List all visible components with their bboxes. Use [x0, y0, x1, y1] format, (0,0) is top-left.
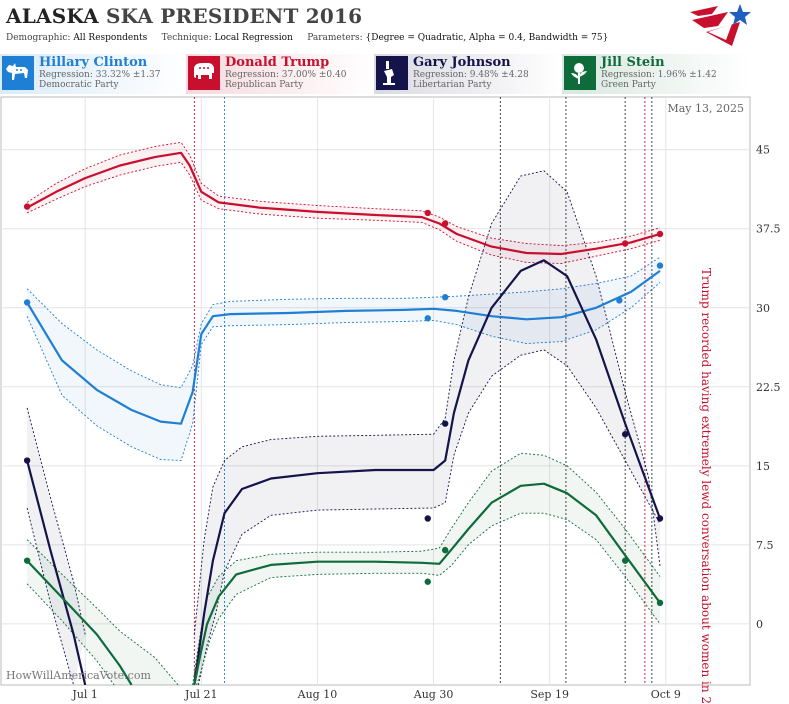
- y-tick-label: 15: [756, 460, 770, 473]
- site-logo-icon[interactable]: [688, 2, 752, 48]
- candidate-regression: Regression: 9.48% ±4.28: [413, 70, 529, 80]
- data-point: [424, 209, 431, 217]
- data-point: [441, 294, 449, 301]
- data-point: [424, 515, 431, 522]
- x-tick-label: Jul 21: [184, 688, 218, 701]
- candidate-name: Hillary Clinton: [39, 55, 148, 70]
- watermark[interactable]: HowWillAmericaVote.com: [6, 669, 151, 682]
- series-line: [26, 559, 133, 685]
- y-tick-label: 45: [756, 144, 770, 157]
- state-title: ALASKA: [6, 4, 99, 28]
- candidate-regression: Regression: 37.00% ±0.40: [225, 70, 347, 80]
- data-point: [23, 299, 31, 306]
- data-point: [441, 220, 449, 227]
- x-tick-label: Aug 30: [413, 688, 454, 701]
- x-axis-ticks: Jul 1 Jul 21 Aug 10 Aug 30 Sep 19 Oct 9: [71, 688, 680, 701]
- page-header: ALASKA SKA PRESIDENT 2016 Demographic: A…: [0, 0, 789, 52]
- confidence-band: [27, 407, 86, 685]
- series-line: [26, 270, 661, 425]
- series-line: [26, 151, 661, 256]
- confidence-band: [192, 453, 660, 685]
- y-tick-label: 0: [756, 618, 763, 631]
- candidate-card-trump[interactable]: Donald Trump Regression: 37.00% ±0.40 Re…: [186, 54, 374, 94]
- series-line: [193, 482, 661, 685]
- data-point: [656, 515, 664, 522]
- candidate-name: Gary Johnson: [413, 55, 511, 70]
- band-upper-line: [26, 407, 86, 635]
- y-tick-label: 22.5: [756, 381, 781, 394]
- data-point: [441, 420, 449, 427]
- y-tick-label: 7.5: [756, 539, 774, 552]
- data-point: [441, 546, 449, 554]
- band-upper-line: [193, 170, 661, 635]
- race-title: SKA PRESIDENT 2016: [106, 4, 363, 28]
- donkey-icon: [2, 56, 34, 90]
- candidate-regression: Regression: 1.96% ±1.42: [601, 70, 717, 80]
- band-lower-line: [26, 583, 115, 685]
- technique-label: Technique:: [161, 33, 212, 43]
- band-lower-line: [26, 282, 661, 461]
- series-line: [193, 259, 662, 685]
- band-upper-line: [26, 256, 661, 389]
- parameters-line: Demographic: All Respondents Technique: …: [6, 33, 608, 43]
- data-point: [656, 262, 664, 269]
- data-point: [23, 457, 31, 464]
- poll-points: [23, 203, 664, 607]
- data-point: [616, 297, 623, 304]
- confidence-band: [194, 170, 660, 685]
- candidate-party: Green Party: [601, 80, 656, 90]
- candidate-party: Democratic Party: [39, 80, 119, 90]
- band-lower-line: [197, 349, 661, 685]
- elephant-icon: [188, 56, 220, 90]
- band-lower-line: [26, 507, 75, 685]
- data-point: [621, 557, 629, 564]
- data-point: [23, 203, 31, 210]
- data-point: [23, 557, 31, 564]
- x-tick-label: Jul 1: [71, 688, 98, 701]
- demographic-label: Demographic:: [6, 33, 71, 43]
- candidate-name: Jill Stein: [601, 55, 665, 70]
- event-lines: [193, 97, 653, 685]
- data-point: [621, 431, 629, 438]
- band-upper-line: [26, 141, 661, 247]
- torch-icon: [376, 56, 408, 90]
- data-point: [656, 230, 664, 238]
- x-tick-label: Aug 10: [297, 688, 338, 701]
- demographic-value: All Respondents: [73, 33, 148, 43]
- candidate-regression: Regression: 33.32% ±1.37: [39, 70, 161, 80]
- candidate-card-johnson[interactable]: Gary Johnson Regression: 9.48% ±4.28 Lib…: [374, 54, 562, 94]
- series-line: [26, 460, 87, 685]
- data-point: [424, 578, 431, 585]
- data-point: [621, 240, 629, 247]
- regression-chart: 0 7.5 15 22.5 30 37.5 45 Jul 1 Jul 21 Aug 10 Aug …: [0, 96, 781, 704]
- candidate-party: Libertarian Party: [413, 80, 492, 90]
- series-lines: [26, 151, 662, 685]
- confidence-band: [27, 142, 661, 264]
- x-tick-label: Oct 9: [651, 688, 681, 701]
- candidate-party: Republican Party: [225, 80, 304, 90]
- x-tick-label: Sep 19: [530, 688, 569, 701]
- candidate-card-clinton[interactable]: Hillary Clinton Regression: 33.32% ±1.37…: [0, 54, 188, 94]
- candidate-legend: Hillary Clinton Regression: 33.32% ±1.37…: [0, 54, 789, 94]
- y-tick-label: 37.5: [756, 223, 781, 236]
- chart-date: May 13, 2025: [667, 102, 744, 115]
- candidate-card-stein[interactable]: Jill Stein Regression: 1.96% ±1.42 Green…: [562, 54, 750, 94]
- y-axis-ticks: 0 7.5 15 22.5 30 37.5 45: [756, 144, 781, 631]
- candidate-name: Donald Trump: [225, 55, 330, 70]
- parameters-value: {Degree = Quadratic, Alpha = 0.4, Bandwi…: [365, 33, 609, 43]
- event-annotation: Trump recorded having extremely lewd con…: [699, 268, 713, 704]
- rose-icon: [564, 56, 596, 90]
- page-title: ALASKA SKA PRESIDENT 2016: [6, 4, 362, 28]
- y-tick-label: 30: [756, 302, 770, 315]
- confidence-band: [27, 539, 179, 685]
- data-point: [656, 599, 664, 607]
- band-upper-line: [192, 452, 661, 685]
- parameters-label: Parameters:: [307, 33, 363, 43]
- technique-value: Local Regression: [214, 33, 293, 43]
- data-point: [424, 315, 431, 322]
